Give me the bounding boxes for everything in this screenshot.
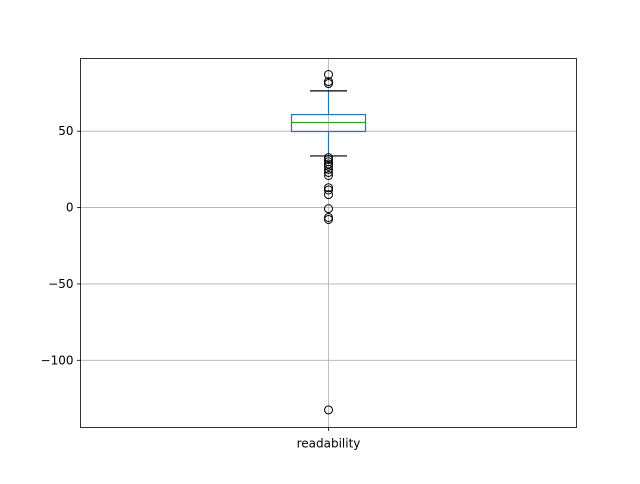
outlier-point (324, 204, 333, 214)
outlier-point (324, 154, 333, 164)
outlier-point (324, 190, 333, 200)
outlier-point (324, 185, 333, 195)
x-tick-label: readability (297, 437, 361, 451)
y-tick-label: 0 (66, 201, 74, 215)
outlier-point (324, 167, 333, 177)
outlier-point (324, 164, 333, 174)
grid (80, 58, 577, 428)
outlier-point (324, 79, 333, 89)
y-tick-label: −100 (41, 353, 74, 367)
outlier-point (324, 214, 333, 224)
y-axis: −100 −50 0 50 (41, 124, 81, 367)
x-axis: readability (297, 427, 361, 451)
y-tick-label: −50 (48, 277, 73, 291)
outlier-point (324, 70, 333, 80)
outlier-point (324, 161, 333, 171)
outlier-point (324, 170, 333, 180)
y-tick-label: 50 (58, 124, 73, 138)
box-marks (290, 70, 367, 415)
outlier-point (324, 183, 333, 193)
outlier-point (324, 405, 333, 415)
